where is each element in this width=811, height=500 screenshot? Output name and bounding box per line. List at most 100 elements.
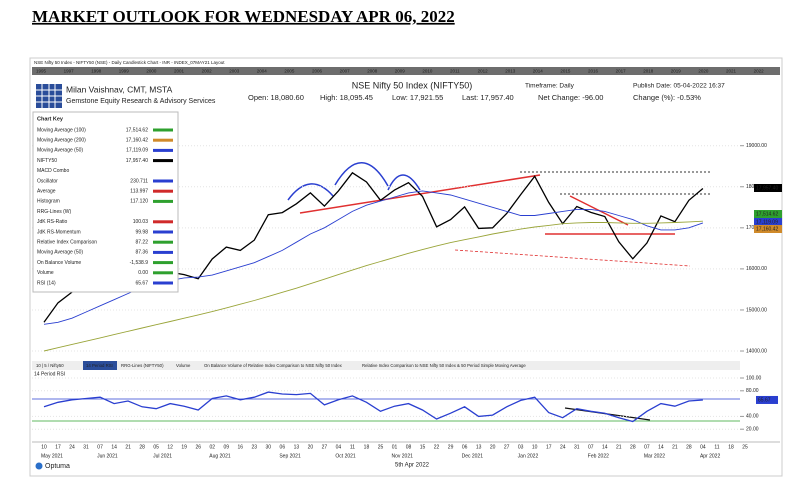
key-swatch bbox=[153, 138, 173, 142]
key-label: MACD Combo bbox=[37, 168, 69, 174]
key-value: 17,514.62 bbox=[126, 127, 148, 133]
year-label: 2015 bbox=[560, 69, 571, 74]
key-value: 99.98 bbox=[135, 229, 148, 235]
x-tick-label: 29 bbox=[448, 444, 454, 450]
x-tick-label: 04 bbox=[700, 444, 706, 450]
page-title: MARKET OUTLOOK FOR WEDNESDAY APR 06, 202… bbox=[32, 7, 455, 26]
month-label: Jun 2021 bbox=[97, 453, 118, 459]
key-value: -1,538.9 bbox=[130, 260, 149, 266]
x-tick-label: 23 bbox=[252, 444, 258, 450]
x-tick-label: 01 bbox=[392, 444, 398, 450]
key-value: 113.997 bbox=[130, 189, 148, 195]
logo bbox=[36, 84, 62, 108]
y-tick-label: 100.00 bbox=[746, 375, 762, 381]
year-label: 2000 bbox=[146, 69, 157, 74]
high: High: 18,095.45 bbox=[320, 93, 373, 102]
key-swatch bbox=[153, 230, 173, 234]
tab-active bbox=[83, 361, 117, 370]
tab[interactable]: Volume bbox=[176, 363, 191, 368]
year-label: 2001 bbox=[174, 69, 185, 74]
x-tick-label: 24 bbox=[560, 444, 566, 450]
x-tick-label: 21 bbox=[125, 444, 131, 450]
year-label: 2005 bbox=[284, 69, 295, 74]
month-label: Mar 2022 bbox=[644, 453, 665, 459]
brand: Optuma bbox=[45, 463, 70, 470]
value-box-label: 17,514.62 bbox=[756, 211, 778, 217]
year-label: 2016 bbox=[588, 69, 599, 74]
x-tick-label: 28 bbox=[686, 444, 692, 450]
year-label: 2012 bbox=[478, 69, 489, 74]
x-tick-label: 26 bbox=[195, 444, 201, 450]
last: Last: 17,957.40 bbox=[462, 93, 514, 102]
open: Open: 18,080.60 bbox=[248, 93, 304, 102]
x-tick-label: 11 bbox=[714, 444, 719, 450]
year-label: 2006 bbox=[312, 69, 323, 74]
key-value: 17,160.42 bbox=[126, 138, 148, 144]
x-tick-label: 30 bbox=[266, 444, 272, 450]
month-label: Nov 2021 bbox=[392, 453, 414, 459]
x-tick-label: 03 bbox=[518, 444, 524, 450]
key-label: Moving Average (100) bbox=[37, 127, 86, 133]
tab[interactable]: 14 Period RSI bbox=[86, 363, 113, 368]
key-swatch bbox=[153, 261, 173, 265]
tab-bar bbox=[32, 361, 740, 370]
year-label: 2011 bbox=[450, 69, 460, 74]
x-tick-label: 18 bbox=[728, 444, 734, 450]
year-label: 1995 bbox=[36, 69, 47, 74]
x-tick-label: 17 bbox=[55, 444, 61, 450]
year-label: 2004 bbox=[257, 69, 268, 74]
year-label: 2017 bbox=[616, 69, 627, 74]
x-tick-label: 17 bbox=[546, 444, 552, 450]
key-label: Moving Average (50) bbox=[37, 148, 83, 154]
x-tick-label: 13 bbox=[294, 444, 300, 450]
key-value: 117.120 bbox=[130, 199, 148, 205]
month-label: Feb 2022 bbox=[588, 453, 609, 459]
tab[interactable]: Relative Index Comparison to NSE Nifty 5… bbox=[362, 363, 526, 368]
month-label: Sep 2021 bbox=[279, 453, 301, 459]
y-tick-label: 15000.00 bbox=[746, 307, 767, 313]
key-swatch bbox=[153, 271, 173, 275]
x-tick-label: 06 bbox=[280, 444, 286, 450]
x-tick-label: 18 bbox=[364, 444, 370, 450]
year-label: 2021 bbox=[726, 69, 737, 74]
month-label: Dec 2021 bbox=[462, 453, 484, 459]
month-label: Oct 2021 bbox=[335, 453, 356, 459]
year-label: 1998 bbox=[91, 69, 102, 74]
key-label: On Balance Volume bbox=[37, 260, 81, 266]
x-tick-label: 27 bbox=[322, 444, 328, 450]
tab[interactable]: On Balance Volume of Relative Index Comp… bbox=[204, 363, 343, 368]
x-tick-label: 09 bbox=[223, 444, 229, 450]
month-label: Jan 2022 bbox=[518, 453, 539, 459]
chart-key-title: Chart Key bbox=[37, 116, 64, 122]
month-label: Apr 2022 bbox=[700, 453, 721, 459]
y-tick-label: 14000.00 bbox=[746, 348, 767, 354]
x-tick-label: 14 bbox=[658, 444, 664, 450]
tab[interactable]: 10 | 5 / Nifty50 bbox=[36, 363, 64, 368]
key-label: RRG-Lines (W) bbox=[37, 209, 72, 215]
x-tick-label: 16 bbox=[237, 444, 243, 450]
year-label: 2008 bbox=[367, 69, 378, 74]
value-box-label: 17,160.42 bbox=[756, 226, 778, 232]
value-box bbox=[754, 218, 782, 226]
x-tick-label: 27 bbox=[504, 444, 510, 450]
key-value: 87.22 bbox=[135, 240, 148, 246]
month-label: May 2021 bbox=[41, 453, 63, 459]
net-change: Net Change: -96.00 bbox=[538, 93, 603, 102]
y-tick-label: 19000.00 bbox=[746, 143, 767, 149]
x-tick-label: 15 bbox=[420, 444, 426, 450]
x-tick-label: 02 bbox=[209, 444, 215, 450]
year-label: 1997 bbox=[64, 69, 75, 74]
instrument: NSE Nifty 50 Index (NIFTY50) bbox=[352, 80, 473, 90]
y-tick-label: 80.00 bbox=[746, 388, 759, 394]
tab[interactable]: RRG-Lines (NIFTY50) bbox=[121, 363, 164, 368]
year-label: 1999 bbox=[119, 69, 130, 74]
year-label: 2010 bbox=[422, 69, 433, 74]
x-tick-label: 20 bbox=[308, 444, 314, 450]
publish-date: Publish Date: 05-04-2022 16:37 bbox=[633, 83, 725, 90]
x-tick-label: 25 bbox=[378, 444, 384, 450]
year-label: 2014 bbox=[533, 69, 544, 74]
timeframe: Timeframe: Daily bbox=[525, 83, 575, 90]
x-tick-label: 22 bbox=[434, 444, 440, 450]
year-label: 2022 bbox=[754, 69, 765, 74]
